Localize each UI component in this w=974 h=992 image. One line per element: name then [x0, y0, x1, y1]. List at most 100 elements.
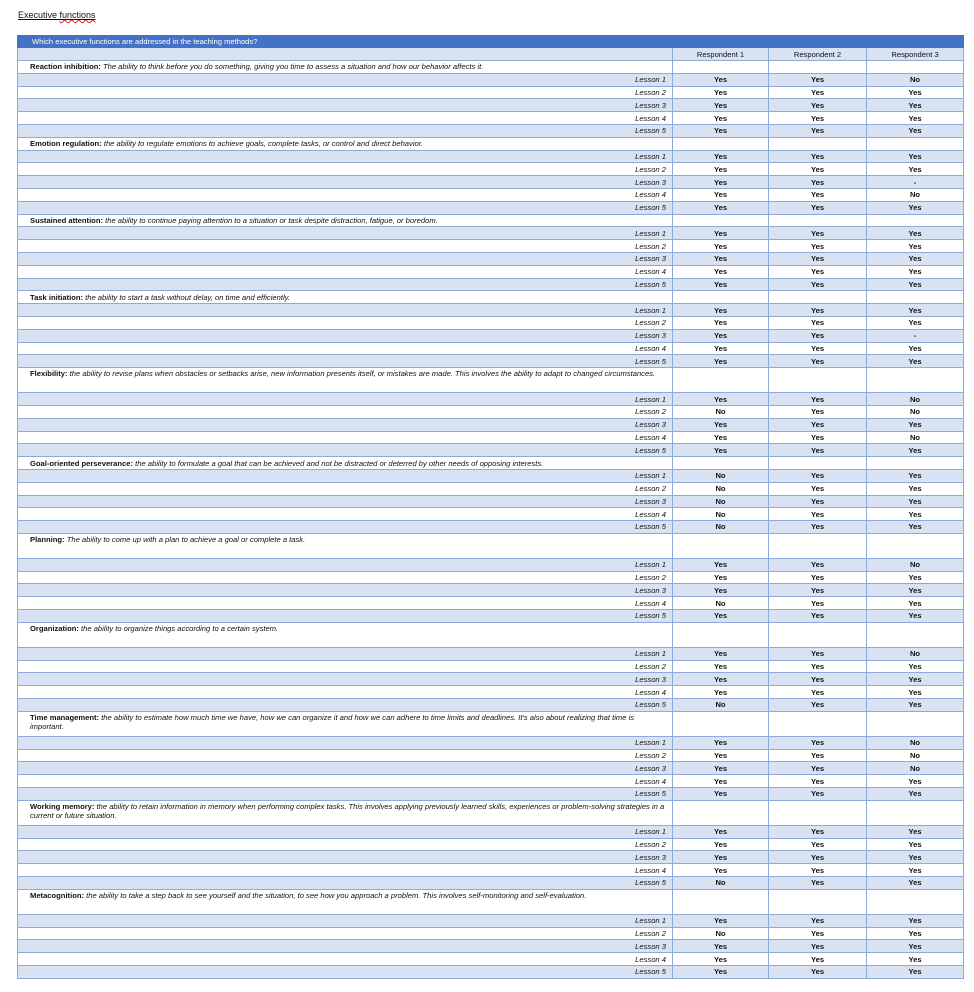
answer-respondent-1: Yes	[672, 123, 769, 138]
lesson-row: Lesson 4 Yes Yes Yes	[17, 774, 965, 789]
lesson-label: Lesson 5	[17, 609, 673, 623]
answer-respondent-3: No	[865, 761, 965, 776]
lesson-label: Lesson 4	[17, 111, 673, 125]
lesson-label: Lesson 3	[17, 328, 673, 343]
lesson-row: Lesson 4 Yes Yes No	[17, 187, 965, 202]
answer-respondent-3: Yes	[865, 315, 965, 330]
answer-respondent-3: Yes	[865, 277, 965, 292]
answer-respondent-2: Yes	[768, 303, 867, 317]
empty-cell	[865, 799, 965, 826]
answer-respondent-2: Yes	[768, 570, 867, 585]
answer-respondent-3: No	[865, 646, 965, 661]
category-label: Goal-oriented perseverance: the ability …	[17, 456, 673, 470]
lesson-row: Lesson 5 Yes Yes Yes	[17, 787, 965, 801]
lesson-row: Lesson 3 Yes Yes -	[17, 175, 965, 189]
answer-respondent-3: Yes	[865, 111, 965, 125]
empty-cell	[672, 456, 769, 470]
answer-respondent-3: Yes	[865, 939, 965, 954]
answer-respondent-2: Yes	[768, 748, 867, 763]
category-description: the ability to formulate a goal that can…	[132, 458, 544, 468]
answer-respondent-1: Yes	[672, 111, 769, 125]
empty-cell	[672, 213, 769, 228]
answer-respondent-3: Yes	[865, 98, 965, 113]
answer-respondent-3: Yes	[865, 443, 965, 458]
answer-respondent-2: Yes	[768, 123, 867, 138]
answer-respondent-2: Yes	[768, 787, 867, 801]
empty-cell	[865, 621, 965, 648]
answer-respondent-3: Yes	[865, 787, 965, 801]
lesson-label: Lesson 3	[17, 583, 673, 598]
lesson-row: Lesson 5 Yes Yes Yes	[17, 443, 965, 458]
category-row: Emotion regulation: the ability to regul…	[17, 136, 965, 151]
lesson-label: Lesson 4	[17, 264, 673, 279]
answer-respondent-1: No	[672, 404, 769, 419]
category-label: Flexibility: the ability to revise plans…	[17, 367, 673, 394]
empty-cell	[768, 710, 867, 737]
answer-respondent-2: Yes	[768, 850, 867, 865]
header-empty	[17, 47, 673, 61]
answer-respondent-2: Yes	[768, 672, 867, 687]
answer-respondent-1: Yes	[672, 557, 769, 572]
empty-cell	[768, 290, 867, 305]
answer-respondent-1: Yes	[672, 787, 769, 801]
category-row: Flexibility: the ability to revise plans…	[17, 367, 965, 394]
category-description: The ability to come up with a plan to ac…	[64, 534, 306, 544]
lesson-label: Lesson 5	[17, 876, 673, 890]
answer-respondent-3: Yes	[865, 520, 965, 534]
category-label: Emotion regulation: the ability to regul…	[17, 136, 673, 151]
answer-respondent-2: Yes	[768, 200, 867, 215]
answer-respondent-1: Yes	[672, 187, 769, 202]
answer-respondent-2: Yes	[768, 913, 867, 928]
answer-respondent-2: Yes	[768, 443, 867, 458]
category-label: Time management: the ability to estimate…	[17, 710, 673, 737]
lesson-label: Lesson 3	[17, 672, 673, 687]
answer-respondent-1: No	[672, 596, 769, 611]
answer-respondent-2: Yes	[768, 481, 867, 496]
lesson-row: Lesson 4 Yes Yes Yes	[17, 341, 965, 356]
answer-respondent-3: Yes	[865, 609, 965, 623]
lesson-label: Lesson 3	[17, 939, 673, 954]
answer-respondent-2: Yes	[768, 226, 867, 241]
lesson-label: Lesson 2	[17, 162, 673, 177]
answer-respondent-1: Yes	[672, 264, 769, 279]
document-title: Executive functions	[18, 10, 96, 20]
answer-respondent-3: -	[865, 328, 965, 343]
answer-respondent-1: Yes	[672, 837, 769, 852]
answer-respondent-2: Yes	[768, 162, 867, 177]
lesson-label: Lesson 4	[17, 430, 673, 445]
answer-respondent-3: Yes	[865, 354, 965, 369]
answer-respondent-2: Yes	[768, 863, 867, 878]
answer-respondent-2: Yes	[768, 774, 867, 789]
answer-respondent-2: Yes	[768, 952, 867, 967]
answer-respondent-1: Yes	[672, 430, 769, 445]
answer-respondent-3: Yes	[865, 850, 965, 865]
answer-respondent-1: Yes	[672, 685, 769, 700]
answer-respondent-2: Yes	[768, 392, 867, 406]
lesson-label: Lesson 1	[17, 303, 673, 317]
answer-respondent-1: Yes	[672, 162, 769, 177]
answer-respondent-1: Yes	[672, 952, 769, 967]
answer-respondent-1: Yes	[672, 354, 769, 369]
answer-respondent-2: Yes	[768, 494, 867, 509]
lesson-row: Lesson 4 Yes Yes No	[17, 430, 965, 445]
lesson-label: Lesson 2	[17, 85, 673, 100]
answer-respondent-2: Yes	[768, 557, 867, 572]
answer-respondent-2: Yes	[768, 341, 867, 356]
answer-respondent-1: Yes	[672, 175, 769, 189]
answer-respondent-2: Yes	[768, 646, 867, 661]
category-name: Goal-oriented perseverance:	[30, 458, 133, 468]
category-row: Time management: the ability to estimate…	[17, 710, 965, 737]
lesson-row: Lesson 3 Yes Yes Yes	[17, 672, 965, 687]
answer-respondent-2: Yes	[768, 315, 867, 330]
empty-cell	[768, 621, 867, 648]
category-name: Task initiation:	[30, 292, 84, 302]
empty-cell	[672, 290, 769, 305]
category-name: Reaction inhibition:	[30, 62, 101, 72]
lesson-row: Lesson 1 Yes Yes Yes	[17, 303, 965, 317]
answer-respondent-1: Yes	[672, 761, 769, 776]
answer-respondent-1: Yes	[672, 609, 769, 623]
answer-respondent-2: Yes	[768, 328, 867, 343]
answer-respondent-3: No	[865, 392, 965, 406]
lesson-label: Lesson 5	[17, 200, 673, 215]
category-name: Working memory:	[30, 801, 95, 811]
